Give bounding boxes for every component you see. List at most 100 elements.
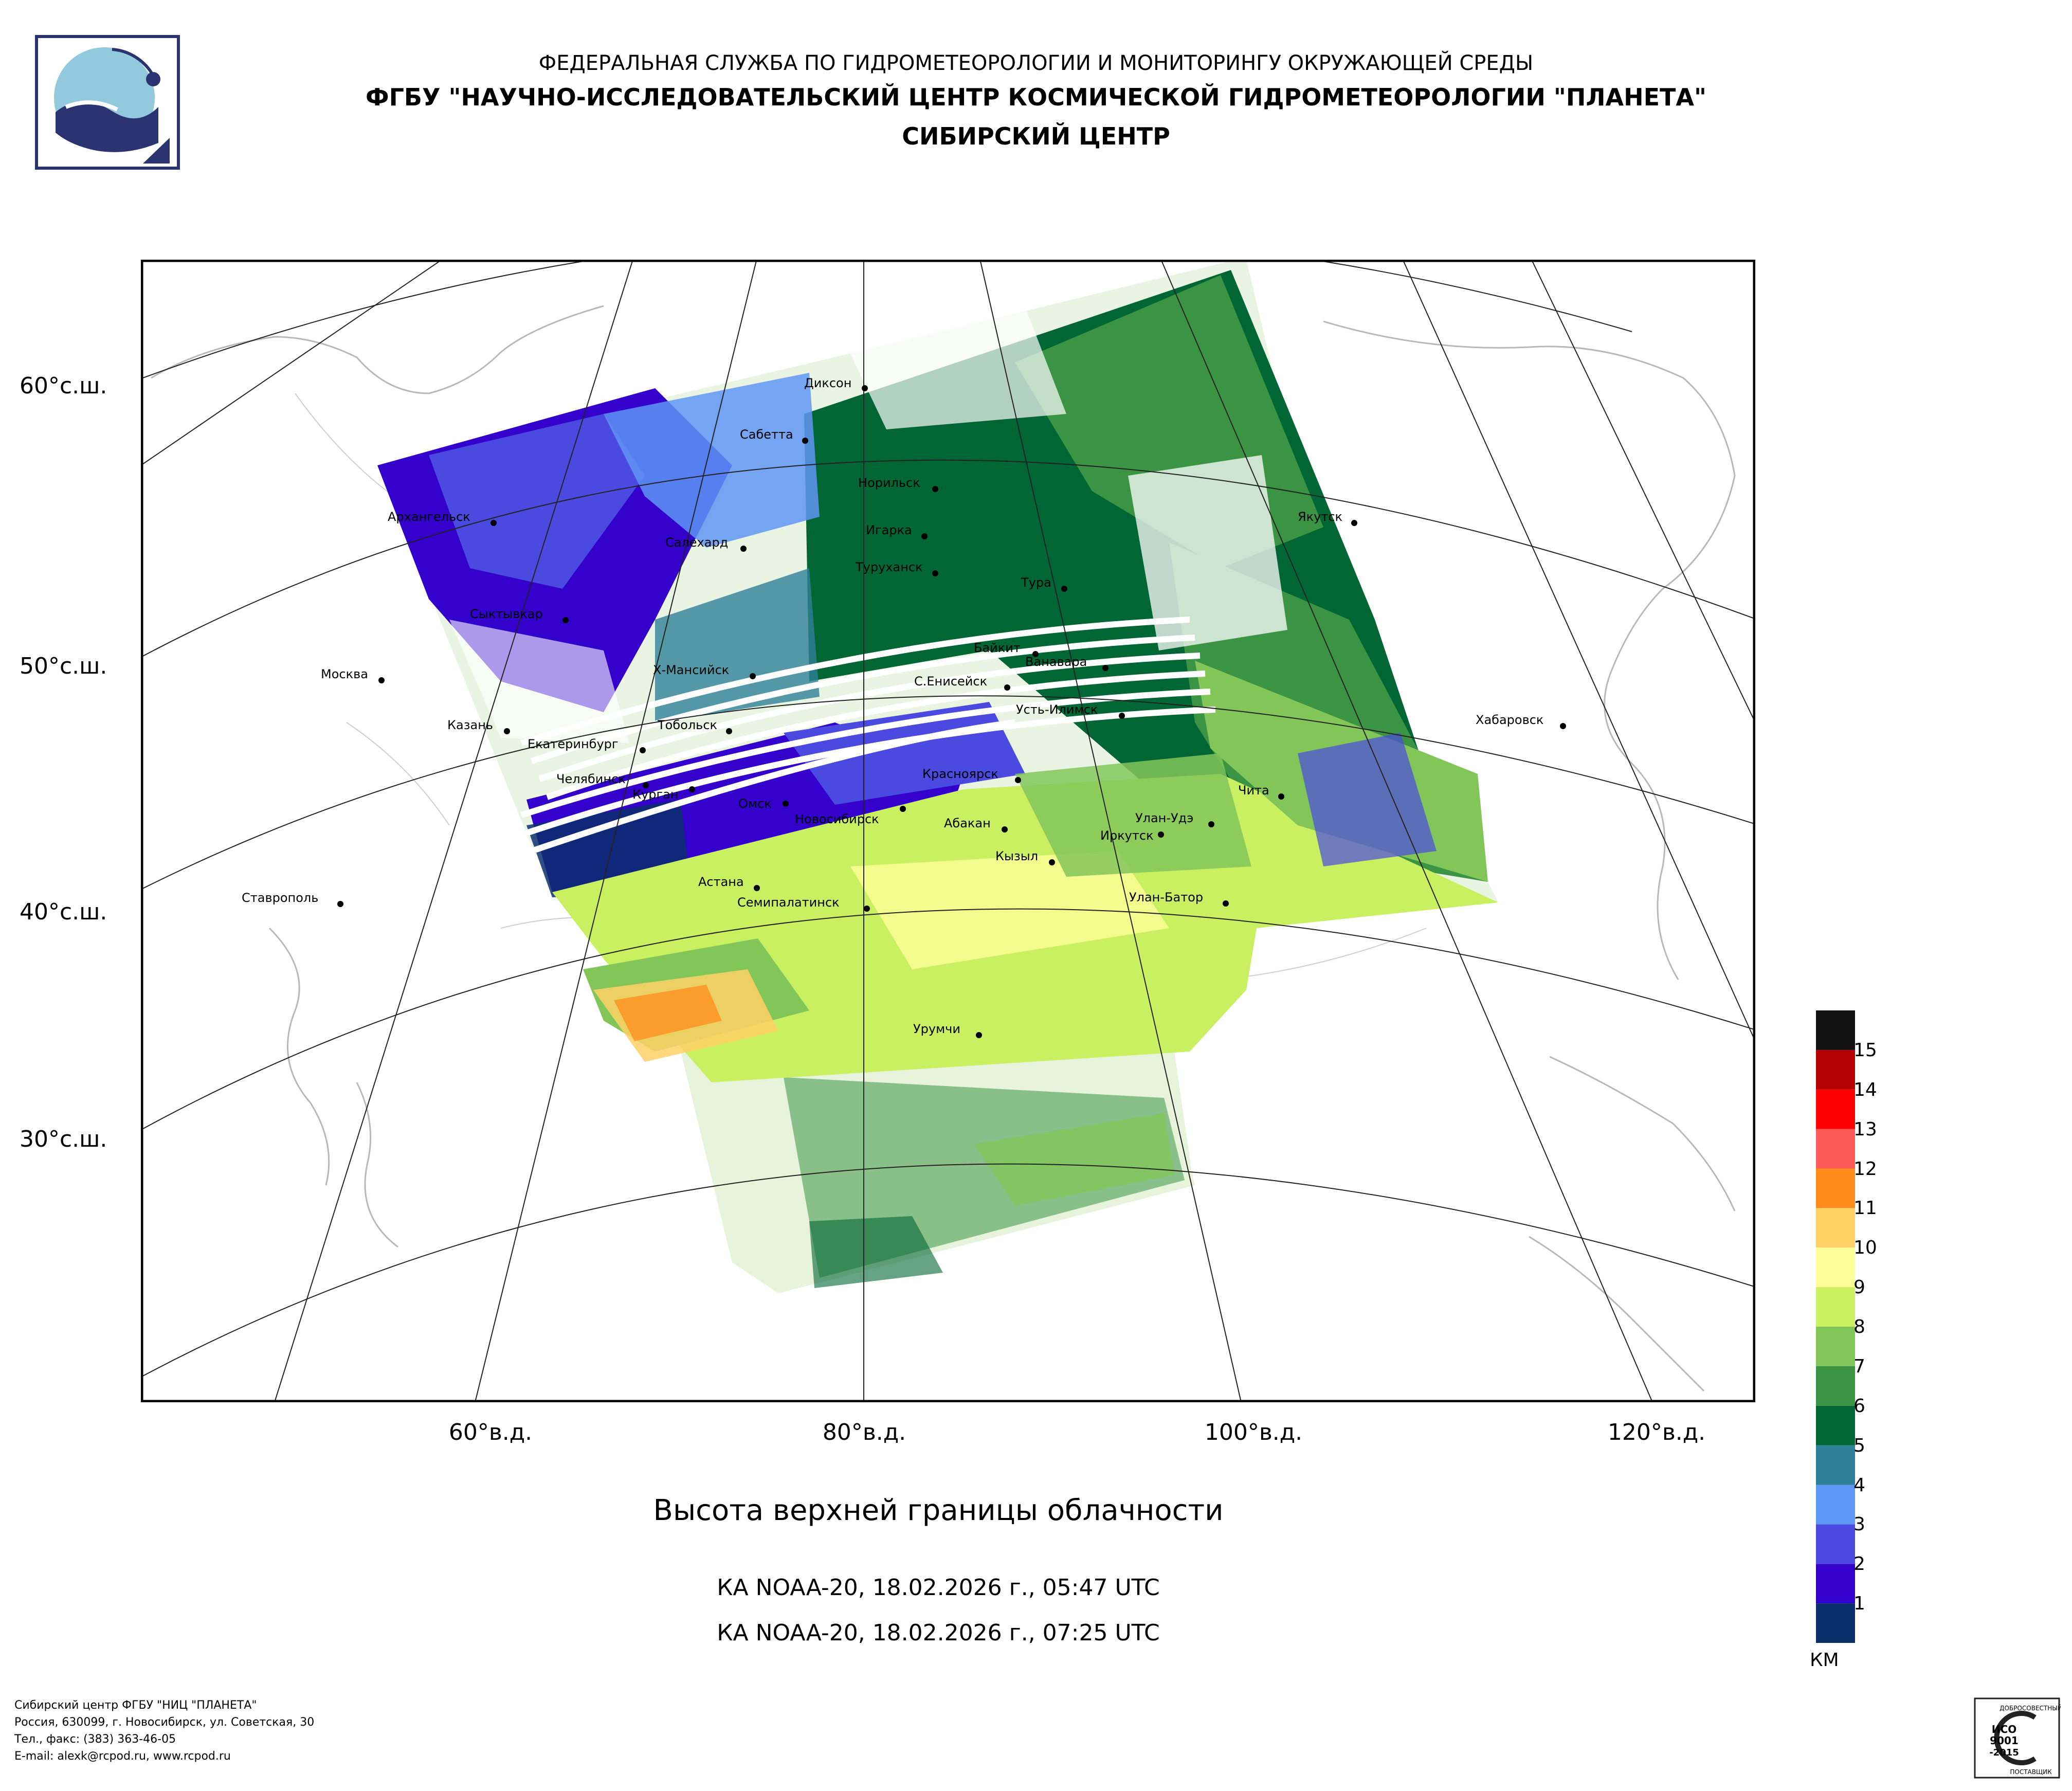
city-label: Казань	[447, 718, 493, 732]
city-label: Улан-Батор	[1129, 890, 1203, 904]
legend-level-label: 4	[1853, 1474, 1865, 1496]
legend-level-label: 13	[1853, 1118, 1877, 1140]
city-tobolsk: Тобольск	[657, 718, 732, 734]
planeta-logo	[35, 35, 180, 170]
city-dikson: Диксон	[804, 376, 868, 391]
city-label: Сыктывкар	[470, 607, 543, 621]
city-label: Игарка	[866, 523, 912, 537]
city-omsk: Омск	[738, 797, 789, 811]
legend-swatch	[1816, 1010, 1855, 1050]
city-label: С.Енисейск	[914, 674, 987, 689]
city-sabetta: Сабетта	[740, 427, 808, 444]
city-igarka: Игарка	[866, 523, 928, 539]
lat-label-40: 40°с.ш.	[20, 899, 107, 925]
city-label: Курган	[632, 787, 678, 802]
legend-unit: КМ	[1810, 1650, 1839, 1671]
map-title: Высота верхней границы облачности	[653, 1494, 1224, 1527]
city-krasnoyarsk: Красноярск	[922, 767, 1021, 783]
city-moscow: Москва	[321, 667, 385, 683]
header-agency: ФЕДЕРАЛЬНАЯ СЛУЖБА ПО ГИДРОМЕТЕОРОЛОГИИ …	[538, 51, 1534, 75]
legend-swatch	[1816, 1208, 1855, 1248]
lon-label-80: 80°в.д.	[822, 1419, 906, 1445]
city-ekaterinburg: Екатеринбург	[528, 737, 646, 753]
legend-level-label: 8	[1853, 1316, 1865, 1337]
city-arkhangelsk: Архангельск	[388, 510, 497, 526]
city-irkutsk: Иркутск	[1100, 828, 1164, 843]
city-salekhard: Салехард	[665, 535, 747, 552]
iso-top-text: ДОБРОСОВЕСТНЫЙ	[2000, 1704, 2061, 1712]
city-norilsk: Норильск	[858, 476, 938, 492]
city-label: Омск	[738, 797, 772, 811]
legend-swatch	[1816, 1603, 1855, 1643]
city-turukhansk: Туруханск	[855, 560, 938, 576]
city-s-eniseysk: С.Енисейск	[914, 674, 1010, 691]
lon-label-100: 100°в.д.	[1204, 1419, 1303, 1445]
city-label: Урумчи	[913, 1022, 960, 1036]
city-label: Норильск	[858, 476, 920, 490]
legend-swatch	[1816, 1405, 1855, 1445]
city-ulan-ude: Улан-Удэ	[1135, 811, 1214, 827]
city-khanty-mansiysk: Х-Мансийск	[653, 663, 756, 679]
pass-info-1: КА NOAA-20, 18.02.2026 г., 05:47 UTC	[717, 1575, 1160, 1601]
legend-level-label: 11	[1853, 1198, 1877, 1219]
city-abakan: Абакан	[944, 816, 1008, 833]
map-frame	[141, 260, 1755, 1402]
footer-line: E-mail: alexk@rcpod.ru, www.rcpod.ru	[14, 1750, 231, 1763]
legend-swatch	[1816, 1445, 1855, 1485]
lat-label-30: 30°с.ш.	[20, 1126, 107, 1152]
city-label: Чита	[1238, 783, 1269, 798]
city-label: Байкит	[974, 641, 1021, 655]
city-stavropol: Ставрополь	[242, 891, 343, 907]
city-label: Архангельск	[388, 510, 470, 524]
legend-level-label: 5	[1853, 1435, 1865, 1456]
legend-swatch	[1816, 1089, 1855, 1129]
cloud-top-height-map: Диксон Сабетта Норильск Архангельск Сале…	[141, 260, 1755, 1402]
legend-swatch	[1816, 1366, 1855, 1406]
footer-line: Россия, 630099, г. Новосибирск, ул. Сове…	[14, 1716, 315, 1729]
city-vanavara: Ванавара	[1025, 655, 1108, 671]
city-semipalatinsk: Семипалатинск	[737, 895, 870, 912]
city-novosibirsk: Новосибирск	[795, 806, 906, 826]
city-label: Иркутск	[1100, 828, 1154, 843]
legend-level-label: 10	[1853, 1237, 1877, 1259]
legend-level-label: 9	[1853, 1277, 1865, 1298]
city-kazan: Казань	[447, 718, 510, 734]
city-label: Кызыл	[995, 849, 1038, 863]
city-label: Челябинск	[556, 772, 626, 786]
iso-year: -2015	[1989, 1747, 2019, 1758]
graticule	[141, 260, 1755, 1402]
legend-level-label: 3	[1853, 1514, 1865, 1535]
legend-swatch	[1816, 1129, 1855, 1169]
city-label: Москва	[321, 667, 368, 681]
legend-swatch	[1816, 1050, 1855, 1090]
iso-text: ИСО	[1992, 1723, 2016, 1735]
legend-colorbar	[1816, 1010, 1855, 1643]
city-astana: Астана	[698, 875, 760, 891]
city-label: Хабаровск	[1476, 713, 1543, 727]
legend-swatch	[1816, 1247, 1855, 1288]
legend-swatch	[1816, 1287, 1855, 1327]
city-khabarovsk: Хабаровск	[1476, 713, 1566, 729]
city-kurgan: Курган	[632, 786, 695, 802]
legend-swatch	[1816, 1168, 1855, 1208]
city-ulan-bator: Улан-Батор	[1129, 890, 1229, 907]
header-center: СИБИРСКИЙ ЦЕНТР	[902, 122, 1170, 150]
legend-level-label: 2	[1853, 1553, 1865, 1575]
footer-line: Сибирский центр ФГБУ "НИЦ "ПЛАНЕТА"	[14, 1699, 257, 1712]
city-baykit: Байкит	[974, 641, 1039, 657]
city-yakutsk: Якутск	[1298, 510, 1357, 526]
city-label: Усть-Илимск	[1016, 702, 1098, 717]
city-label: Ставрополь	[242, 891, 318, 905]
satellite-swath	[377, 260, 1498, 1293]
city-label: Тобольск	[657, 718, 717, 732]
legend-level-label: 12	[1853, 1158, 1877, 1180]
iso-certificate-badge: ДОБРОСОВЕСТНЫЙ ИСО 9001 -2015 ПОСТАВЩИК	[1974, 1697, 2061, 1779]
city-chelyabinsk: Челябинск	[556, 772, 649, 788]
city-markers: Диксон Сабетта Норильск Архангельск Сале…	[242, 376, 1566, 1038]
city-label: Красноярск	[922, 767, 998, 781]
legend-level-label: 6	[1853, 1395, 1865, 1417]
legend-level-label: 1	[1853, 1593, 1865, 1615]
legend-level-label: 7	[1853, 1355, 1865, 1377]
city-label: Улан-Удэ	[1135, 811, 1193, 825]
legend-swatch	[1816, 1564, 1855, 1604]
